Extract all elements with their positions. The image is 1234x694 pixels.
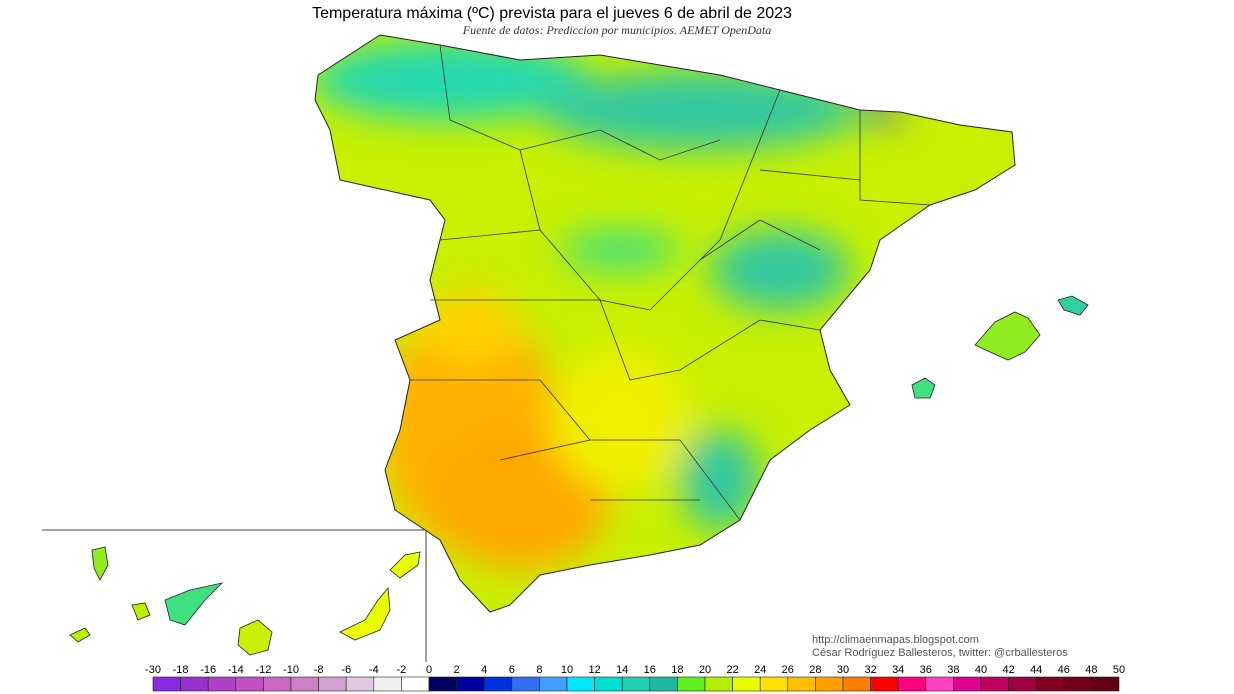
- scale-label: 24: [754, 664, 766, 676]
- province-borders: [410, 44, 931, 521]
- scale-swatch: [566, 676, 595, 692]
- scale-swatch: [649, 676, 678, 692]
- scale-label: -18: [173, 664, 189, 676]
- scale-swatch: [263, 676, 292, 692]
- scale-swatch: [980, 676, 1009, 692]
- scale-swatch: [456, 676, 485, 692]
- scale-label: 34: [892, 664, 904, 676]
- credit-url: http://climaenmapas.blogspot.com: [812, 634, 979, 646]
- scale-swatch: [539, 676, 568, 692]
- scale-swatch: [815, 676, 844, 692]
- scale-label: -14: [228, 664, 244, 676]
- scale-label: -8: [314, 664, 324, 676]
- scale-swatch: [704, 676, 733, 692]
- scale-swatch: [428, 676, 457, 692]
- subtitle: Fuente de datos: Prediccion por municipi…: [462, 23, 771, 37]
- scale-swatch: [621, 676, 651, 692]
- scale-label: 46: [1058, 664, 1070, 676]
- scale-swatch: [594, 676, 623, 692]
- scale-label: -6: [341, 664, 351, 676]
- scale-swatch: [401, 676, 430, 692]
- scale-swatch: [897, 676, 927, 692]
- scale-label: 16: [644, 664, 656, 676]
- scale-label: -12: [255, 664, 271, 676]
- scale-label: 28: [809, 664, 821, 676]
- scale-swatch: [235, 676, 264, 692]
- scale-label: 22: [726, 664, 738, 676]
- scale-label: 50: [1113, 664, 1125, 676]
- scale-swatch: [511, 676, 540, 692]
- peninsula: [314, 34, 1016, 613]
- scale-label: 48: [1085, 664, 1097, 676]
- scale-label: 32: [864, 664, 876, 676]
- scale-label: 10: [561, 664, 573, 676]
- scale-swatch: [180, 676, 209, 692]
- scale-swatch: [290, 676, 319, 692]
- scale-label: -10: [283, 664, 299, 676]
- scale-swatch: [787, 676, 816, 692]
- title: Temperatura máxima (ºC) prevista para el…: [312, 5, 792, 22]
- scale-label: 44: [1030, 664, 1042, 676]
- scale-swatch: [870, 676, 899, 692]
- scale-label: -2: [397, 664, 407, 676]
- scale-swatch: [677, 676, 706, 692]
- scale-swatch: [925, 676, 954, 692]
- scale-label: 18: [671, 664, 683, 676]
- color-scale: -30 -18 -16 -14 -12 -10 -8 -6 -4 -2 0 2 4 6 8 10 12 14 16 1…: [145, 664, 1125, 692]
- scale-label: -16: [200, 664, 216, 676]
- scale-label: 30: [837, 664, 849, 676]
- scale-swatch: [152, 676, 181, 692]
- scale-label: 42: [1002, 664, 1014, 676]
- scale-swatch: [373, 676, 402, 692]
- scale-swatch: [318, 676, 347, 692]
- scale-label: 4: [481, 664, 487, 676]
- balearic-islands: [911, 295, 1089, 399]
- scale-label: 38: [947, 664, 959, 676]
- scale-label: -4: [369, 664, 379, 676]
- scale-swatch: [759, 676, 789, 692]
- scale-label: 40: [975, 664, 987, 676]
- scale-label: 0: [426, 664, 432, 676]
- scale-swatch: [1063, 676, 1092, 692]
- scale-swatch: [1091, 676, 1120, 692]
- temperature-field: [315, 35, 1015, 612]
- canary-inset: [42, 529, 427, 662]
- scale-swatch: [345, 676, 375, 692]
- scale-label: 36: [920, 664, 932, 676]
- credit-author: César Rodríguez Ballesteros, twitter: @c…: [812, 647, 1068, 659]
- scale-label: -30: [145, 664, 161, 676]
- scale-label: 26: [782, 664, 794, 676]
- scale-label: 6: [509, 664, 515, 676]
- scale-label: 8: [536, 664, 542, 676]
- scale-swatch: [483, 676, 513, 692]
- scale-label: 12: [588, 664, 600, 676]
- scale-label: 20: [699, 664, 711, 676]
- scale-swatch: [207, 676, 237, 692]
- scale-label: 2: [454, 664, 460, 676]
- scale-label: 14: [616, 664, 628, 676]
- scale-swatch: [732, 676, 761, 692]
- scale-swatch: [953, 676, 982, 692]
- scale-swatch: [1008, 676, 1037, 692]
- scale-swatch: [1035, 676, 1065, 692]
- scale-swatch: [842, 676, 871, 692]
